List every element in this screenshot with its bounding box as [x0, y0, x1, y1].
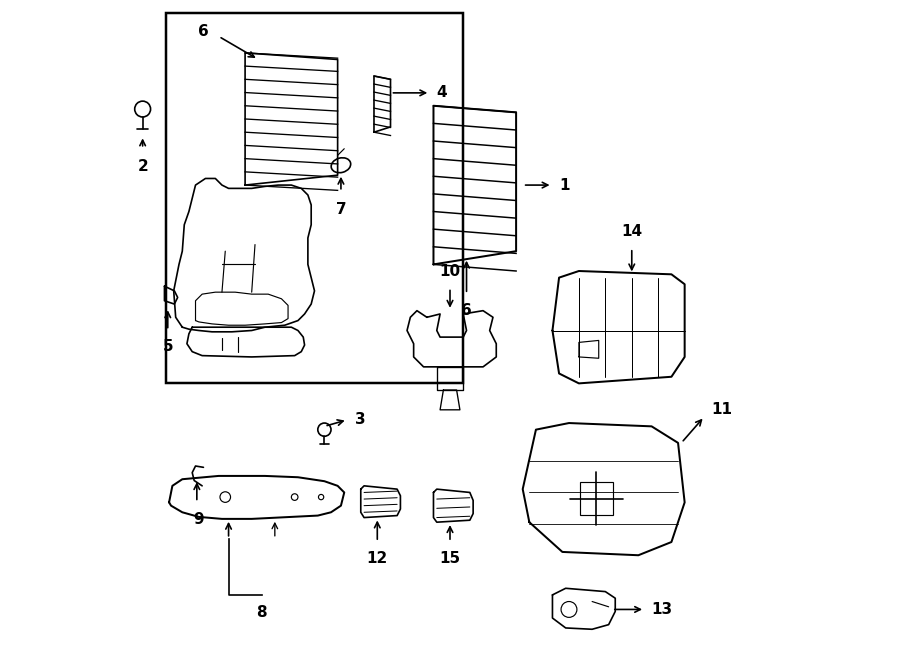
Text: 15: 15 [439, 551, 461, 566]
Text: 5: 5 [162, 339, 173, 354]
Text: 6: 6 [461, 303, 472, 318]
Text: 3: 3 [356, 412, 366, 427]
Text: 14: 14 [621, 224, 643, 239]
Text: 6: 6 [198, 24, 209, 39]
Text: 10: 10 [439, 264, 461, 279]
Text: 12: 12 [366, 551, 388, 566]
Text: 9: 9 [194, 512, 204, 527]
Text: 13: 13 [652, 602, 672, 617]
Bar [166, 13, 464, 383]
Text: 8: 8 [256, 605, 267, 620]
Text: 4: 4 [436, 85, 447, 100]
Text: 11: 11 [711, 403, 732, 417]
Text: 7: 7 [336, 202, 346, 217]
Bar [580, 483, 613, 516]
Text: 2: 2 [138, 159, 148, 174]
Text: 1: 1 [559, 178, 570, 192]
